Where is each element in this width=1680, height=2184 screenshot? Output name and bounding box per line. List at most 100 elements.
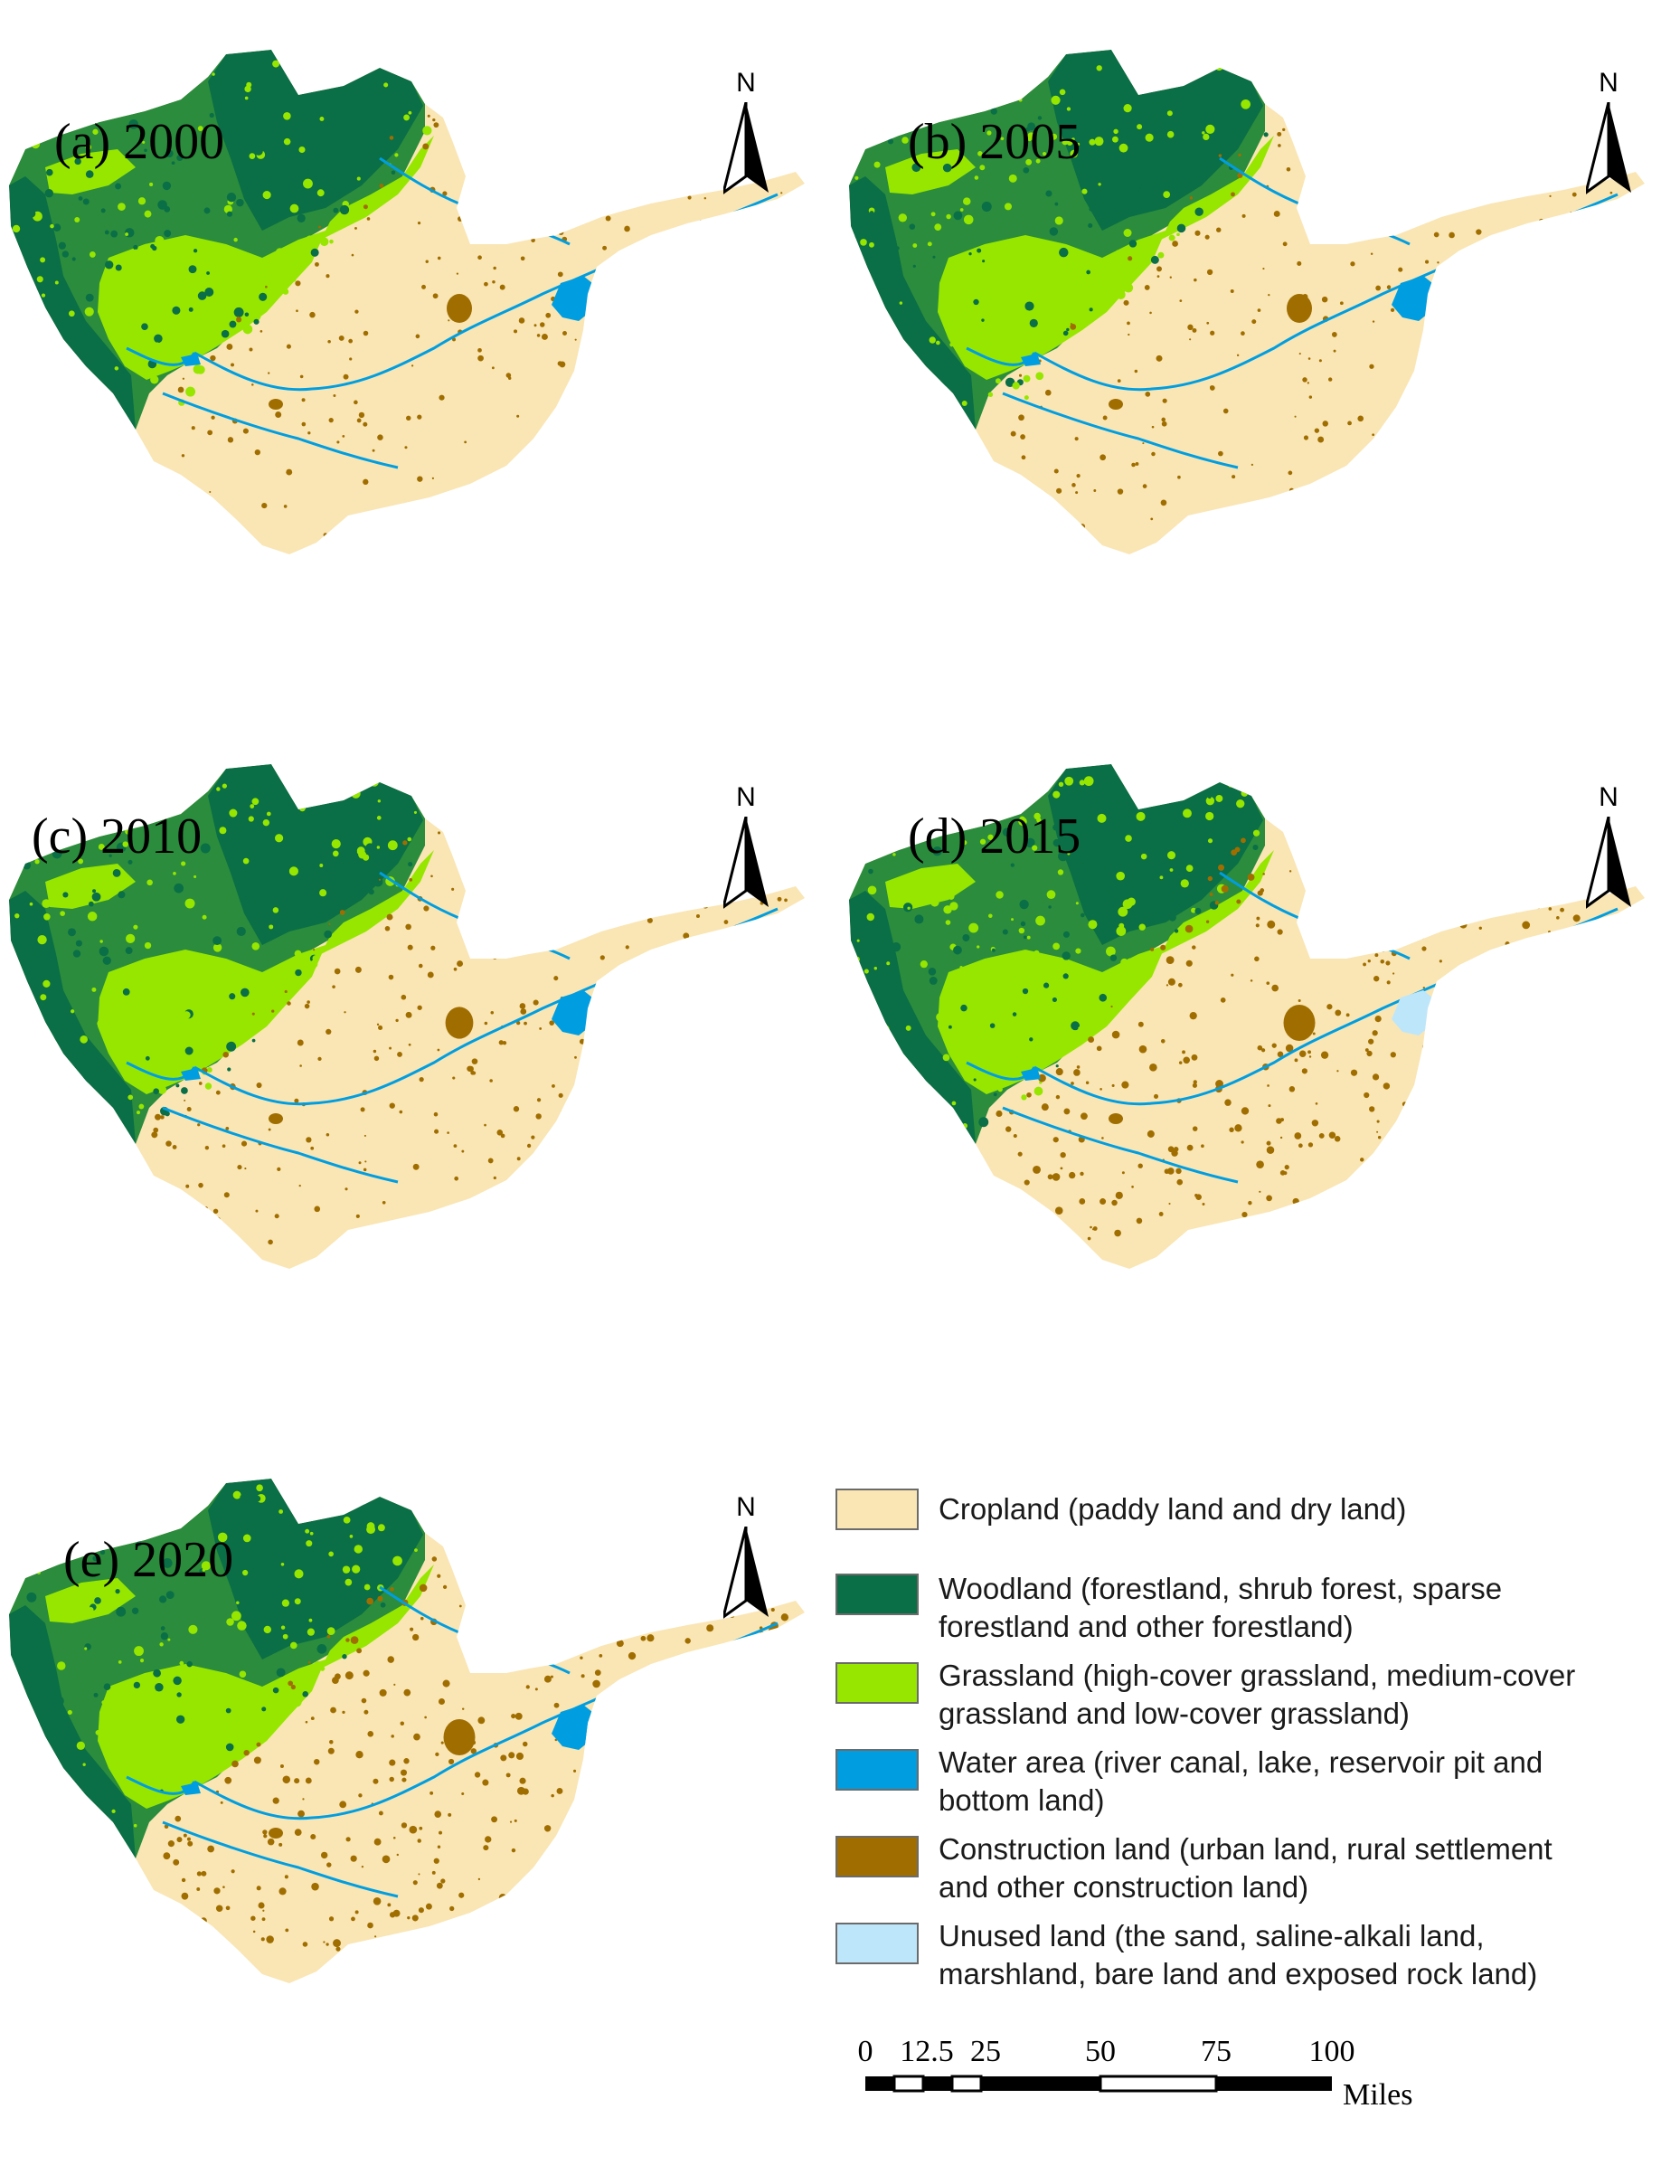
north-arrow-icon bbox=[723, 1527, 769, 1619]
settlement-dot bbox=[404, 446, 408, 449]
settlement-dot bbox=[448, 1758, 455, 1765]
settlement-dot bbox=[590, 1001, 596, 1007]
settlement-dot bbox=[489, 1079, 493, 1083]
settlement-dot bbox=[391, 1735, 394, 1738]
settlement-dot bbox=[271, 1009, 275, 1013]
settlement-dot bbox=[1308, 395, 1313, 399]
vegetation-patch bbox=[54, 280, 59, 285]
settlement-dot bbox=[672, 1924, 680, 1933]
vegetation-patch bbox=[239, 1030, 247, 1038]
vegetation-patch bbox=[963, 64, 970, 71]
settlement-dot bbox=[1372, 1030, 1378, 1036]
settlement-dot bbox=[1138, 1045, 1147, 1054]
vegetation-patch bbox=[326, 1627, 335, 1636]
vegetation-patch bbox=[36, 276, 43, 283]
settlement-dot bbox=[425, 1903, 432, 1910]
vegetation-patch bbox=[136, 1111, 140, 1115]
settlement-dot bbox=[1020, 434, 1025, 440]
settlement-dot bbox=[737, 1810, 745, 1819]
settlement-dot bbox=[1301, 920, 1306, 924]
settlement-dot bbox=[1144, 285, 1150, 290]
settlement-dot bbox=[667, 1753, 672, 1756]
vegetation-patch bbox=[221, 329, 230, 338]
settlement-dot bbox=[516, 414, 520, 418]
vegetation-patch bbox=[308, 1618, 313, 1622]
vegetation-patch bbox=[244, 96, 249, 100]
settlement-dot bbox=[1114, 1229, 1121, 1237]
settlement-dot bbox=[485, 1836, 492, 1843]
vegetation-patch bbox=[84, 1647, 88, 1650]
vegetation-patch bbox=[859, 84, 869, 94]
settlement-dot bbox=[355, 1751, 363, 1759]
vegetation-patch bbox=[13, 75, 24, 86]
settlement-dot bbox=[665, 1572, 670, 1577]
settlement-dot bbox=[1184, 924, 1194, 933]
vegetation-patch bbox=[272, 1687, 279, 1694]
north-arrow: N bbox=[714, 1492, 778, 1619]
settlement-dot bbox=[491, 919, 496, 923]
settlement-dot bbox=[1414, 186, 1418, 191]
settlement-dot bbox=[433, 1111, 439, 1117]
vegetation-patch bbox=[981, 201, 992, 212]
settlement-dot bbox=[373, 1838, 382, 1846]
settlement-dot bbox=[515, 1752, 524, 1761]
settlement-dot bbox=[505, 1773, 511, 1778]
settlement-dot bbox=[525, 1685, 530, 1689]
vegetation-patch bbox=[949, 902, 958, 911]
settlement-dot bbox=[672, 1226, 676, 1232]
settlement-dot bbox=[533, 925, 541, 931]
settlement-dot bbox=[1567, 319, 1570, 322]
settlement-dot bbox=[682, 1596, 686, 1601]
settlement-dot bbox=[256, 1083, 262, 1089]
vegetation-patch bbox=[34, 1721, 39, 1725]
settlement-dot bbox=[621, 448, 625, 451]
vegetation-patch bbox=[225, 1707, 231, 1714]
settlement-dot bbox=[558, 229, 564, 236]
vegetation-patch bbox=[1083, 776, 1094, 787]
vegetation-patch bbox=[950, 1030, 958, 1037]
settlement-dot bbox=[186, 1107, 192, 1112]
settlement-dot bbox=[410, 528, 414, 533]
settlement-dot bbox=[391, 1245, 395, 1249]
settlement-dot bbox=[294, 1778, 300, 1784]
settlement-dot bbox=[1251, 463, 1253, 466]
settlement-dot bbox=[561, 1110, 564, 1113]
settlement-dot bbox=[1441, 407, 1448, 413]
scale-tick-label: 0 bbox=[857, 2035, 873, 2068]
settlement-dot bbox=[533, 1914, 537, 1917]
settlement-dot bbox=[427, 114, 430, 118]
settlement-dot bbox=[363, 1669, 370, 1677]
settlement-dot bbox=[1367, 959, 1371, 963]
vegetation-patch bbox=[1149, 963, 1153, 967]
settlement-dot bbox=[371, 1960, 378, 1967]
vegetation-patch bbox=[1069, 1020, 1072, 1024]
vegetation-patch bbox=[89, 251, 96, 258]
vegetation-patch bbox=[371, 776, 378, 782]
settlement-dot bbox=[1303, 435, 1309, 440]
vegetation-patch bbox=[930, 403, 934, 408]
settlement-dot bbox=[1461, 1001, 1465, 1006]
settlement-dot bbox=[505, 373, 512, 378]
vegetation-patch bbox=[1120, 128, 1129, 137]
settlement-dot bbox=[1339, 1224, 1346, 1231]
settlement-dot bbox=[775, 1166, 779, 1169]
settlement-dot bbox=[684, 1638, 691, 1644]
settlement-dot bbox=[540, 893, 547, 900]
settlement-dot bbox=[197, 1935, 204, 1943]
vegetation-patch bbox=[18, 1810, 28, 1820]
settlement-dot bbox=[738, 1008, 741, 1012]
vegetation-patch bbox=[103, 1683, 111, 1691]
vegetation-patch bbox=[298, 805, 306, 812]
land-use-map-2000 bbox=[9, 50, 805, 554]
vegetation-patch bbox=[176, 155, 184, 162]
settlement-dot bbox=[1423, 912, 1431, 922]
settlement-dot bbox=[1491, 477, 1496, 482]
settlement-dot bbox=[689, 1662, 696, 1670]
vegetation-patch bbox=[929, 336, 936, 344]
legend-label-line2: forestland and other forestland) bbox=[939, 1610, 1354, 1643]
vegetation-patch bbox=[860, 1020, 865, 1026]
vegetation-patch bbox=[105, 402, 110, 407]
settlement-dot bbox=[1256, 916, 1260, 921]
settlement-dot bbox=[556, 901, 562, 907]
vegetation-patch bbox=[127, 1094, 134, 1101]
